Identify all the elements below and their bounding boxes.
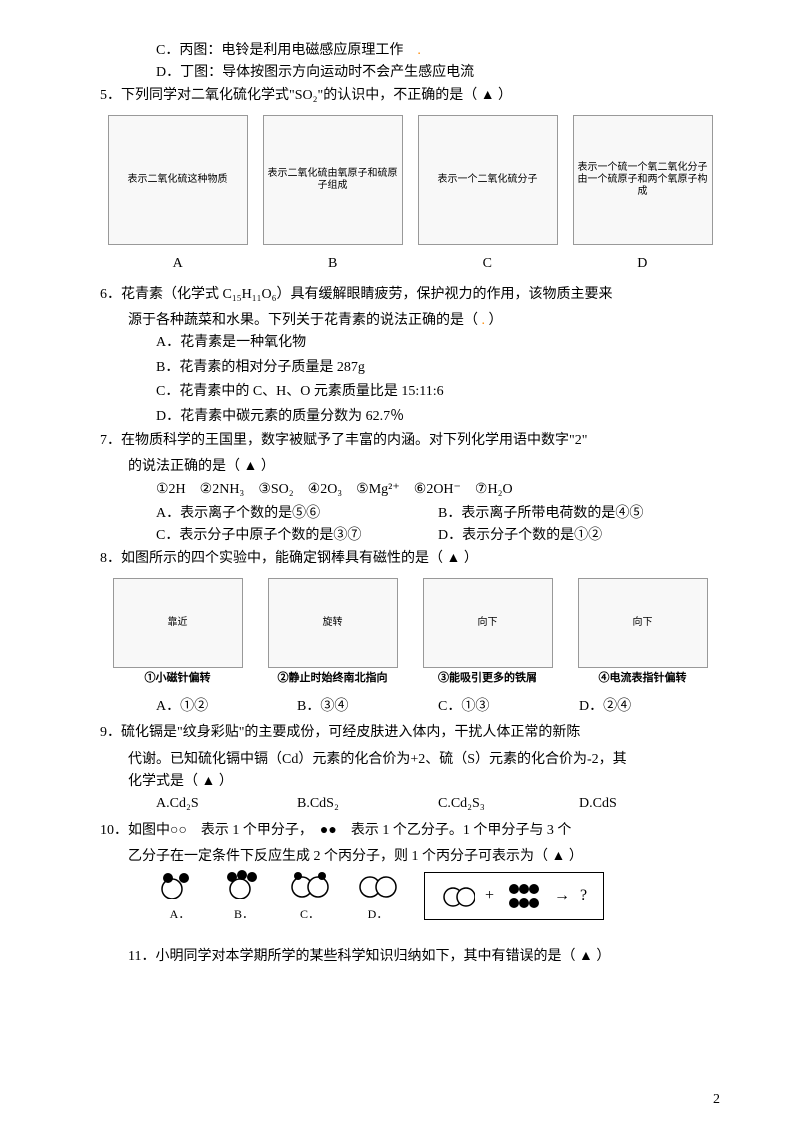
question-10-line1: 10．如图中○○ 表示 1 个甲分子， ●● 表示 1 个乙分子。1 个甲分子与… [100,820,720,842]
question-11: 11．小明同学对本学期所学的某些科学知识归纳如下，其中有错误的是（ ▲ ） [128,946,720,968]
q9-options: A.Cd₂S B.CdS₂ C.Cd₂S₃ D.CdS [156,793,720,815]
molecule-icon [160,869,200,899]
q7-formulas: ①2H ②2NH₃ ③SO₂ ④2O₃ ⑤Mg²⁺ ⑥2OH⁻ ⑦H₂O [156,479,720,501]
q5-cartoons: 表示二氧化硫这种物质 表示二氧化硫由氧原子和硫原子组成 表示一个二氧化硫分子 表… [100,115,720,245]
cartoon-b: 表示二氧化硫由氧原子和硫原子组成 [263,115,403,245]
q7-option-a: A．表示离子个数的是⑤⑥ [156,503,438,525]
q9-option-a: A.Cd₂S [156,793,297,815]
exp-4: 向下 ④电流表指针偏转 [578,578,708,688]
molecule-icon [356,869,400,899]
q6-option-a: A．花青素是一种氧化物 [156,332,720,354]
cartoon-d: 表示一个硫一个氧二氧化分子由一个硫原子和两个氧原子构成 [573,115,713,245]
label-a: A [173,253,183,275]
mol-d: D． [356,869,400,924]
question-9-line3: 化学式是（ ▲ ） [128,771,720,793]
cartoon-c: 表示一个二氧化硫分子 [418,115,558,245]
question-8: 8．如图所示的四个实验中，能确定钢棒具有磁性的是（ ▲ ） [100,548,720,570]
mol-b: B． [224,869,264,924]
molecule-icon [288,869,332,899]
cartoon-a: 表示二氧化硫这种物质 [108,115,248,245]
arrow-icon: → [554,883,570,909]
q9-option-b: B.CdS₂ [297,793,438,815]
molecule-icon [224,869,264,899]
reactant-icon [504,881,544,911]
q5-labels: A B C D [100,253,720,275]
reactant-icon [441,883,475,909]
exp-2: 旋转 ②静止时始终南北指向 [268,578,398,688]
question-9-line2: 代谢。已知硫化镉中镉（Cd）元素的化合价为+2、硫（S）元素的化合价为-2，其 [128,749,720,771]
q6-option-d: D．花青素中碳元素的质量分数为 62.7％ [156,406,720,428]
exp-3: 向下 ③能吸引更多的铁屑 [423,578,553,688]
q7-options-ab: A．表示离子个数的是⑤⑥ B．表示离子所带电荷数的是④⑤ [156,503,720,525]
option-d: D．丁图：导体按图示方向运动时不会产生感应电流 [156,62,720,84]
q8-option-d: D．②④ [579,696,720,718]
q9-option-d: D.CdS [579,793,720,815]
option-c: C．丙图：电铃是利用电磁感应原理工作 . [156,40,720,62]
q7-option-d: D．表示分子个数的是①② [438,525,720,547]
label-c: C [483,253,492,275]
dot-icon: . [478,313,489,328]
mol-c: C． [288,869,332,924]
q7-option-b: B．表示离子所带电荷数的是④⑤ [438,503,720,525]
mol-a: A． [160,869,200,924]
unknown-product: ? [580,883,587,909]
dot-icon: . [403,43,421,58]
question-6-line2: 源于各种蔬菜和水果。下列关于花青素的说法正确的是（ . ） [128,310,720,332]
q8-option-c: C．①③ [438,696,579,718]
question-7-line2: 的说法正确的是（ ▲ ） [128,456,720,478]
q6-option-c: C．花青素中的 C、H、O 元素质量比是 15:11:6 [156,381,720,403]
q7-options-cd: C．表示分子中原子个数的是③⑦ D．表示分子个数的是①② [156,525,720,547]
q8-experiments: 靠近 ①小磁针偏转 旋转 ②静止时始终南北指向 向下 ③能吸引更多的铁屑 向下 … [100,578,720,688]
q8-option-b: B．③④ [297,696,438,718]
plus-icon: + [485,883,494,909]
q7-option-c: C．表示分子中原子个数的是③⑦ [156,525,438,547]
q6-option-b: B．花青素的相对分子质量是 287g [156,357,720,379]
question-9-line1: 9．硫化镉是"纹身彩贴"的主要成份，可经皮肤进入体内，干扰人体正常的新陈 [100,722,720,744]
question-7-line1: 7．在物质科学的王国里，数字被赋予了丰富的内涵。对下列化学用语中数字"2" [100,430,720,452]
question-10-line2: 乙分子在一定条件下反应生成 2 个丙分子，则 1 个丙分子可表示为（ ▲ ） [128,846,720,868]
label-b: B [328,253,337,275]
page-number: 2 [713,1089,720,1111]
reaction-box: + → ? [424,872,604,920]
question-5: 5．下列同学对二氧化硫化学式"SO₂"的认识中，不正确的是（ ▲ ） [100,85,720,107]
label-d: D [637,253,647,275]
q8-options: A．①② B．③④ C．①③ D．②④ [156,696,720,718]
q10-molecules: A． B． C． D． + [160,869,720,924]
q9-option-c: C.Cd₂S₃ [438,793,579,815]
q8-option-a: A．①② [156,696,297,718]
question-6-line1: 6．花青素（化学式 C₁₅H₁₁O₆）具有缓解眼睛疲劳，保护视力的作用，该物质主… [100,284,720,306]
exp-1: 靠近 ①小磁针偏转 [113,578,243,688]
